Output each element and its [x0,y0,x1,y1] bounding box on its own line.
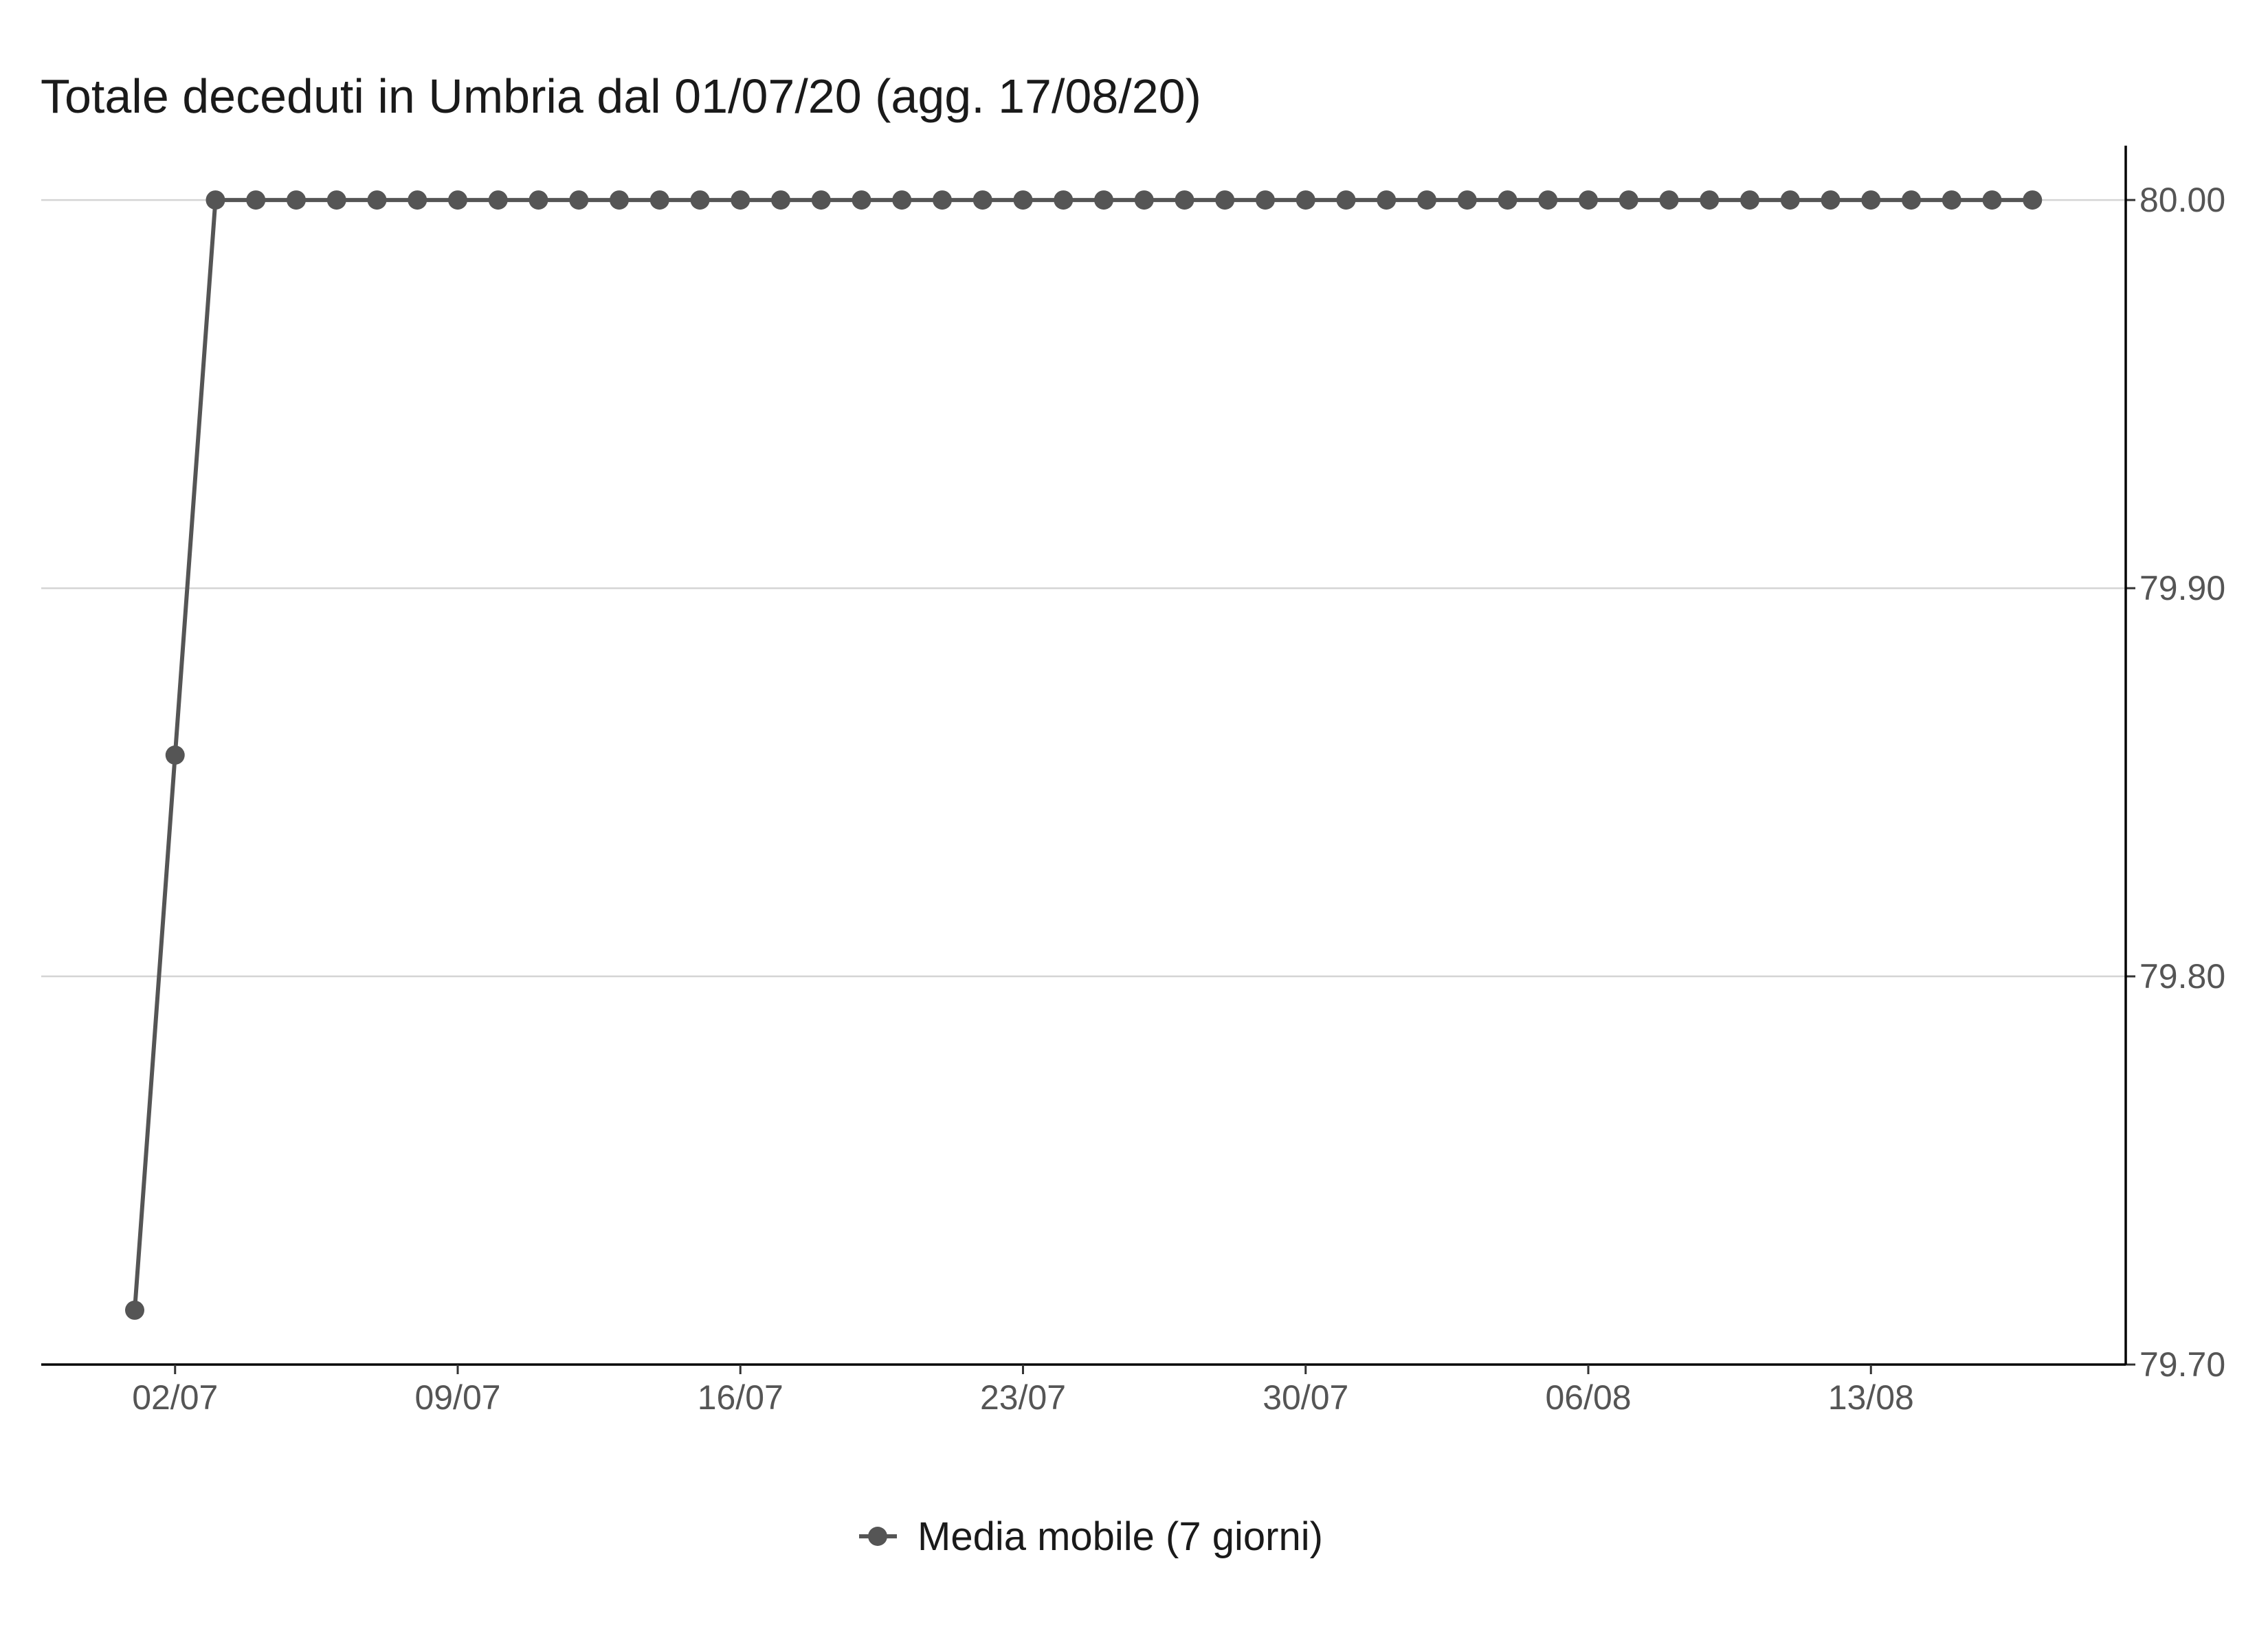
data-point [1377,190,1397,210]
data-point [811,190,831,210]
data-point [649,190,669,210]
data-point [1094,190,1113,210]
data-point [2023,190,2043,210]
data-point [488,190,508,210]
data-point [1982,190,2002,210]
data-point [972,190,992,210]
y-tick-label: 79.90 [2139,569,2225,607]
x-tick-label: 13/08 [1828,1378,1914,1417]
data-point [1215,190,1235,210]
data-point [529,190,548,210]
data-point [690,190,710,210]
data-point [569,190,589,210]
data-point [771,190,790,210]
x-tick-label: 02/07 [132,1378,218,1417]
series-line [133,198,2033,1311]
y-tick-label: 80.00 [2139,181,2225,219]
gridlines [41,199,2126,978]
data-point [1700,190,1720,210]
y-tick-label: 79.70 [2139,1345,2225,1384]
data-point [448,190,467,210]
series-layer [125,190,2043,1320]
data-point [1417,190,1436,210]
x-tick-label: 09/07 [414,1378,500,1417]
data-point [1538,190,1558,210]
data-point [125,1300,144,1320]
data-point [1659,190,1679,210]
x-tick-label: 23/07 [980,1378,1066,1417]
axes: 79.70 79.80 79.90 80.00 02/07 09/07 16/07 23/07… [41,146,2225,1417]
data-point [408,190,427,210]
data-point [1134,190,1154,210]
data-point [852,190,871,210]
data-point [1296,190,1315,210]
x-tick-label: 30/07 [1263,1378,1348,1417]
data-point [1780,190,1800,210]
data-point [205,190,225,210]
data-point [1740,190,1759,210]
data-point [731,190,751,210]
data-point [1336,190,1356,210]
data-point [287,190,306,210]
data-point [1498,190,1517,210]
data-point [1619,190,1638,210]
data-point [933,190,952,210]
data-point [326,190,346,210]
data-point [246,190,266,210]
data-point [165,745,185,765]
legend-label: Media mobile (7 giorni) [918,1514,1323,1559]
data-point [1579,190,1598,210]
data-point [1821,190,1841,210]
data-point [1256,190,1275,210]
data-point [367,190,387,210]
data-point [1861,190,1881,210]
legend: Media mobile (7 giorni) [859,1514,1323,1559]
data-point [1942,190,1961,210]
x-tick-label: 16/07 [698,1378,783,1417]
y-tick-label: 79.80 [2139,957,2225,996]
data-point [610,190,629,210]
x-tick-label: 06/08 [1545,1378,1631,1417]
data-point [1054,190,1074,210]
data-point [1902,190,1921,210]
data-point [892,190,912,210]
chart-title: Totale deceduti in Umbria dal 01/07/20 (… [41,69,1201,123]
data-point [1175,190,1194,210]
data-point [1013,190,1033,210]
legend-marker [868,1527,887,1546]
data-point [1457,190,1477,210]
